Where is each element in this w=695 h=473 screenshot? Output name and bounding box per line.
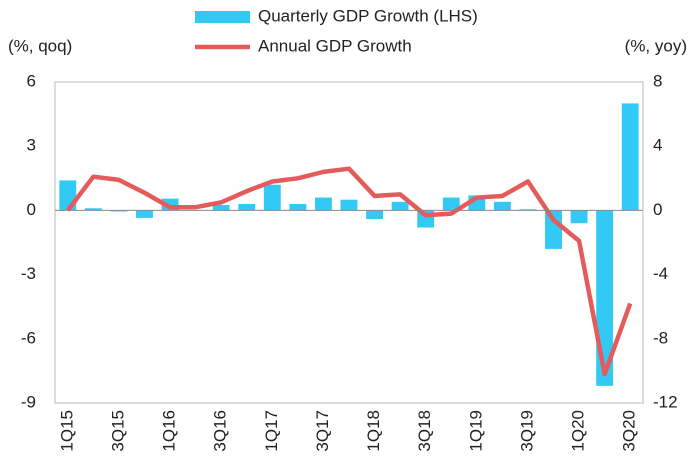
x-tick-label: 3Q18 [415, 410, 434, 452]
bar [519, 209, 537, 211]
bar [289, 203, 307, 211]
y-tick-label: 0 [27, 200, 36, 219]
plot-frame [54, 81, 644, 404]
y-tick-label: 6 [27, 71, 36, 90]
x-tick-label: 1Q17 [262, 410, 281, 452]
legend-swatch [195, 11, 250, 23]
bar [442, 197, 460, 211]
x-tick-label: 3Q15 [108, 410, 127, 452]
legend-label: Annual GDP Growth [258, 36, 412, 55]
bar [84, 208, 102, 211]
y2-tick-label: 0 [653, 200, 662, 219]
x-tick-label: 3Q20 [620, 410, 639, 452]
bar [110, 210, 128, 212]
y2-tick-label: 8 [653, 71, 662, 90]
bar [391, 201, 409, 211]
y-tick-label: -3 [21, 264, 36, 283]
bar [161, 198, 179, 211]
y2-tick-label: 4 [653, 136, 662, 155]
legend-label: Quarterly GDP Growth (LHS) [258, 6, 478, 25]
y-tick-label: -9 [21, 392, 36, 411]
y-tick-label: 3 [27, 136, 36, 155]
bar [570, 210, 588, 224]
bar [366, 210, 384, 219]
line [65, 166, 633, 377]
x-tick-label: 3Q17 [313, 410, 332, 452]
x-tick-label: 3Q16 [211, 410, 230, 452]
bar [314, 197, 332, 211]
x-tick-label: 1Q16 [160, 410, 179, 452]
bar [621, 103, 639, 211]
bar [238, 203, 256, 211]
x-tick-label: 3Q19 [517, 410, 536, 452]
y-tick-label: -6 [21, 328, 36, 347]
x-tick-label: 1Q15 [57, 410, 76, 452]
y2-tick-label: -8 [653, 328, 668, 347]
bar [263, 184, 281, 211]
bar [493, 201, 511, 211]
bar [545, 210, 562, 249]
bar [340, 199, 358, 211]
x-tick-label: 1Q20 [569, 410, 588, 452]
y2-axis-label: (%, yoy) [625, 36, 687, 55]
y-axis-label: (%, qoq) [8, 36, 72, 55]
y2-tick-label: -12 [653, 392, 678, 411]
bar [212, 205, 230, 211]
bar [136, 210, 153, 218]
x-tick-label: 1Q18 [364, 410, 383, 452]
y2-tick-label: -4 [653, 264, 668, 283]
x-tick-label: 1Q19 [466, 410, 485, 452]
